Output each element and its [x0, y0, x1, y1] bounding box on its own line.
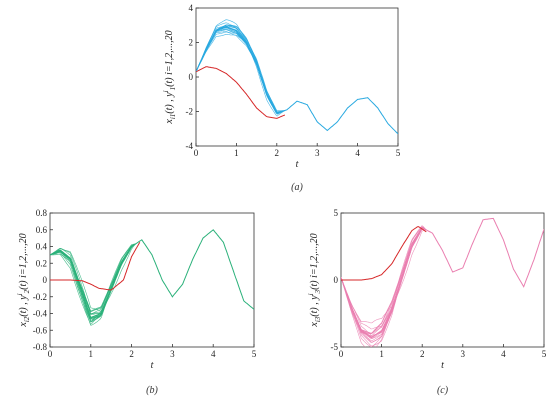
response-trajectory-line	[50, 243, 136, 319]
y-tick-label: 0.2	[36, 258, 47, 268]
y-tick-label: -0.8	[33, 342, 48, 352]
x-tick-label: 2	[420, 349, 425, 359]
response-trajectory-line	[50, 243, 136, 323]
y-tick-label: 0	[43, 275, 48, 285]
y-axis-label: xi1(t) , yi1(t) i=1,2,...,20	[162, 30, 177, 124]
response-trajectory-line	[50, 243, 136, 312]
panel-b: 0 1 2 3 4 5 -0.8 -0.6 -0.4 -0.2 0 0.2 0.4 0.6 0.8 t xi2(…	[16, 208, 257, 396]
y-tick-label: -0.6	[33, 325, 48, 335]
response-trajectory-line	[50, 243, 136, 326]
x-tick-label: 3	[315, 148, 320, 158]
y-tick-label: 0.6	[36, 225, 48, 235]
drive-trajectory-line	[50, 229, 254, 319]
x-axis-label: t	[296, 159, 299, 170]
x-tick-label: 2	[129, 349, 134, 359]
reference-trajectory-line	[341, 226, 427, 281]
response-trajectory-line	[50, 243, 136, 312]
response-trajectory-line	[50, 243, 136, 319]
x-tick-label: 4	[211, 349, 216, 359]
x-tick-label: 5	[396, 148, 401, 158]
y-tick-label: 0.4	[36, 242, 48, 252]
x-tick-label: 4	[501, 349, 506, 359]
y-tick-label: -0.2	[33, 292, 47, 302]
reference-trajectory-line	[50, 242, 141, 291]
panel-a: 0 1 2 3 4 5 -4 -2 0 2 4 t xi1(t) , yi1(t) i=1,2,...,…	[162, 3, 401, 193]
x-axis-label: t	[441, 360, 444, 371]
reference-trajectory-line	[196, 66, 286, 119]
drive-trajectory-line	[341, 217, 544, 339]
drive-trajectory-line	[196, 26, 398, 135]
y-tick-label: 0	[189, 72, 194, 82]
panel-caption: (b)	[146, 385, 158, 396]
plot-frame	[49, 212, 255, 348]
x-tick-label: 0	[339, 349, 344, 359]
y-tick-label: 0	[334, 275, 339, 285]
x-tick-label: 5	[542, 349, 547, 359]
panel-caption: (c)	[437, 385, 449, 396]
x-tick-label: 1	[379, 349, 384, 359]
y-axis-label: xi2(t) , yi2(t) i=1,2,...,20	[16, 233, 31, 327]
y-tick-label: 2	[189, 38, 194, 48]
x-tick-label: 0	[194, 148, 199, 158]
y-tick-label: -4	[186, 141, 194, 151]
panel-caption: (a)	[291, 182, 303, 193]
y-tick-label: 0.8	[36, 208, 48, 218]
y-tick-label: -2	[186, 107, 194, 117]
plot-area	[196, 19, 398, 135]
x-tick-label: 2	[275, 148, 280, 158]
x-tick-label: 0	[48, 349, 53, 359]
plot-area	[341, 217, 544, 347]
response-trajectory-line	[341, 225, 427, 347]
x-tick-label: 1	[89, 349, 94, 359]
y-tick-label: -5	[331, 342, 339, 352]
x-tick-label: 3	[461, 349, 466, 359]
y-axis-label: xi3(t) , yi3(t) i=1,2,...,20	[307, 233, 322, 327]
x-tick-label: 5	[252, 349, 257, 359]
x-tick-label: 3	[170, 349, 175, 359]
plot-area	[50, 229, 254, 326]
x-axis-label: t	[151, 360, 154, 371]
y-tick-label: 4	[189, 3, 194, 13]
y-tick-label: 5	[334, 208, 339, 218]
x-tick-label: 1	[234, 148, 239, 158]
x-tick-label: 4	[355, 148, 360, 158]
plot-frame	[340, 212, 545, 348]
y-tick-label: -0.4	[33, 309, 48, 319]
response-trajectory-line	[341, 229, 427, 324]
